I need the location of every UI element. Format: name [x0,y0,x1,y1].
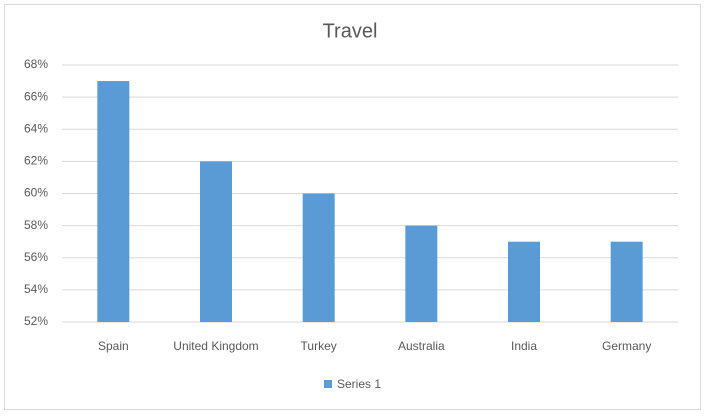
y-tick-label: 60% [24,186,48,200]
x-tick-label: Turkey [301,339,337,353]
x-tick-label: India [511,339,537,353]
y-tick-label: 54% [24,282,48,296]
legend-label: Series 1 [337,377,381,391]
bar [405,225,438,322]
bar [508,241,540,322]
y-tick-label: 62% [24,154,48,168]
y-tick-label: 56% [24,250,48,264]
y-tick-label: 68% [24,57,48,71]
y-tick-label: 66% [24,89,48,103]
y-tick-label: 58% [24,218,48,232]
bar [610,241,643,322]
y-tick-label: 52% [24,314,48,328]
bar [200,161,232,322]
bar [302,193,335,322]
x-tick-label: Australia [398,339,445,353]
x-tick-label: Germany [602,339,651,353]
chart-title: Travel [323,20,378,42]
x-tick-label: Spain [98,339,129,353]
bar [97,81,130,322]
legend-swatch [324,380,332,388]
x-tick-label: United Kingdom [173,339,258,353]
y-tick-label: 64% [24,121,48,135]
